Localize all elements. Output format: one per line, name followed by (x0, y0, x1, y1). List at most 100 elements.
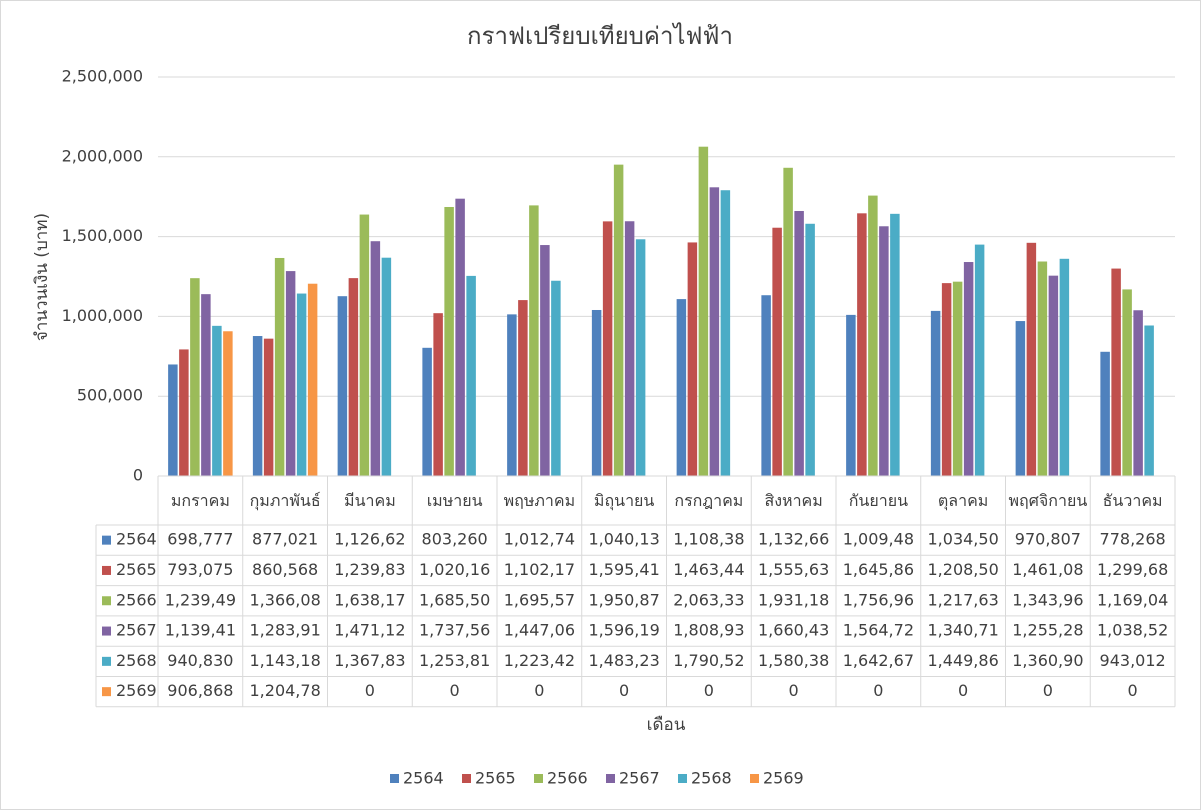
bar (879, 226, 889, 476)
table-series-name: 2565 (116, 560, 157, 579)
bar (307, 283, 318, 476)
x-tick-label-box: กันยายน (848, 491, 909, 510)
table-cell: 1,038,52 (1097, 621, 1168, 640)
table-cell: 0 (704, 681, 714, 700)
bar (1015, 321, 1026, 476)
bar (1048, 275, 1059, 476)
table-cell: 1,255,28 (1012, 621, 1083, 640)
bar (1144, 325, 1154, 476)
bar (1037, 261, 1048, 476)
legend-label: 2567 (619, 769, 660, 788)
x-tick-label-box: มกราคม (170, 491, 230, 510)
y-tick-label: 500,000 (77, 386, 143, 405)
table-cell: 1,239,49 (165, 590, 236, 609)
table-cell: 1,950,87 (589, 590, 660, 609)
y-tick-label: 1,500,000 (62, 226, 143, 245)
table-cell: 1,143,18 (250, 651, 321, 670)
bar (507, 314, 517, 476)
x-tick-label-box: กรกฎาคม (674, 491, 743, 510)
bar (613, 164, 624, 476)
table-cell: 1,102,17 (504, 560, 575, 579)
legend-label: 2566 (547, 769, 588, 788)
x-tick-label-box: มีนาคม (344, 491, 396, 510)
table-cell: 803,260 (422, 530, 488, 549)
table-series-name: 2568 (116, 651, 157, 670)
x-tick-label: ตุลาคม (937, 491, 989, 510)
table-cell: 1,447,06 (504, 621, 575, 640)
y-axis-label: จำนวนเงิน (บาท) (32, 213, 52, 341)
x-tick-label: มกราคม (170, 491, 230, 510)
bar (285, 271, 296, 476)
bar (422, 347, 432, 476)
table-cell: 1,253,81 (419, 651, 490, 670)
x-axis-label: เดือน (647, 715, 686, 735)
bar (370, 241, 381, 476)
table-series-name: 2567 (116, 621, 157, 640)
bar (624, 221, 635, 476)
table-cell: 1,343,96 (1012, 590, 1083, 609)
bar (963, 262, 974, 476)
table-legend-key (102, 656, 111, 666)
bar (794, 210, 804, 477)
table-cell: 1,204,78 (250, 681, 321, 700)
table-cell: 1,645,86 (843, 560, 914, 579)
x-tick-label-box: กุมภาพันธ์ (250, 491, 321, 510)
table-cell: 0 (873, 681, 883, 700)
x-tick-label: เมษายน (426, 491, 483, 510)
x-tick-label-box: พฤศจิกายน (1009, 491, 1088, 510)
bar (348, 278, 359, 476)
legend-key (462, 774, 471, 783)
bar (359, 214, 370, 476)
bar (337, 296, 348, 476)
bar (1026, 242, 1037, 476)
table-cell: 1,340,71 (928, 621, 999, 640)
table-legend-key (102, 687, 111, 697)
table-cell: 940,830 (167, 651, 233, 670)
table-cell: 1,808,93 (673, 621, 744, 640)
table-cell: 1,367,83 (334, 651, 405, 670)
table-cell: 1,463,44 (673, 560, 744, 579)
x-tick-label: พฤษภาคม (503, 491, 576, 510)
table-cell: 1,020,16 (419, 560, 490, 579)
bar (687, 242, 698, 476)
bar (1100, 351, 1110, 476)
table-cell: 1,034,50 (928, 530, 999, 549)
table-cell: 970,807 (1015, 530, 1081, 549)
table-cell: 1,283,91 (250, 621, 321, 640)
x-tick-label-box: เมษายน (426, 491, 483, 510)
bar (772, 227, 782, 476)
legend-key (390, 774, 399, 783)
bar (168, 364, 178, 476)
table-cell: 1,132,66 (758, 530, 829, 549)
bar (709, 187, 720, 476)
table-cell: 1,756,96 (843, 590, 914, 609)
table-cell: 793,075 (167, 560, 233, 579)
table-cell: 1,009,48 (843, 530, 914, 549)
bar (890, 213, 900, 476)
bar (591, 309, 602, 476)
bar (433, 313, 443, 476)
table-cell: 1,012,74 (504, 530, 575, 549)
table-cell: 1,595,41 (589, 560, 660, 579)
table-cell: 1,223,42 (504, 651, 575, 670)
x-tick-label: มีนาคม (344, 491, 396, 510)
bar (252, 336, 263, 476)
table-series-name: 2566 (116, 590, 157, 609)
y-tick-label: 2,000,000 (62, 146, 143, 165)
table-cell: 1,638,17 (334, 590, 405, 609)
table-cell: 1,660,43 (758, 621, 829, 640)
table-cell: 1,596,19 (589, 621, 660, 640)
table-cell: 0 (789, 681, 799, 700)
bar (602, 221, 613, 476)
table-cell: 1,737,56 (419, 621, 490, 640)
table-cell: 1,449,86 (928, 651, 999, 670)
legend-key (750, 774, 759, 783)
bar (720, 190, 731, 476)
table-cell: 1,208,50 (928, 560, 999, 579)
x-tick-label-box: พฤษภาคม (503, 491, 576, 510)
x-tick-label: กันยายน (848, 491, 909, 510)
table-cell: 1,461,08 (1012, 560, 1083, 579)
bar (212, 325, 222, 476)
x-tick-label: สิงหาคม (764, 491, 823, 510)
table-cell: 1,471,12 (334, 621, 405, 640)
